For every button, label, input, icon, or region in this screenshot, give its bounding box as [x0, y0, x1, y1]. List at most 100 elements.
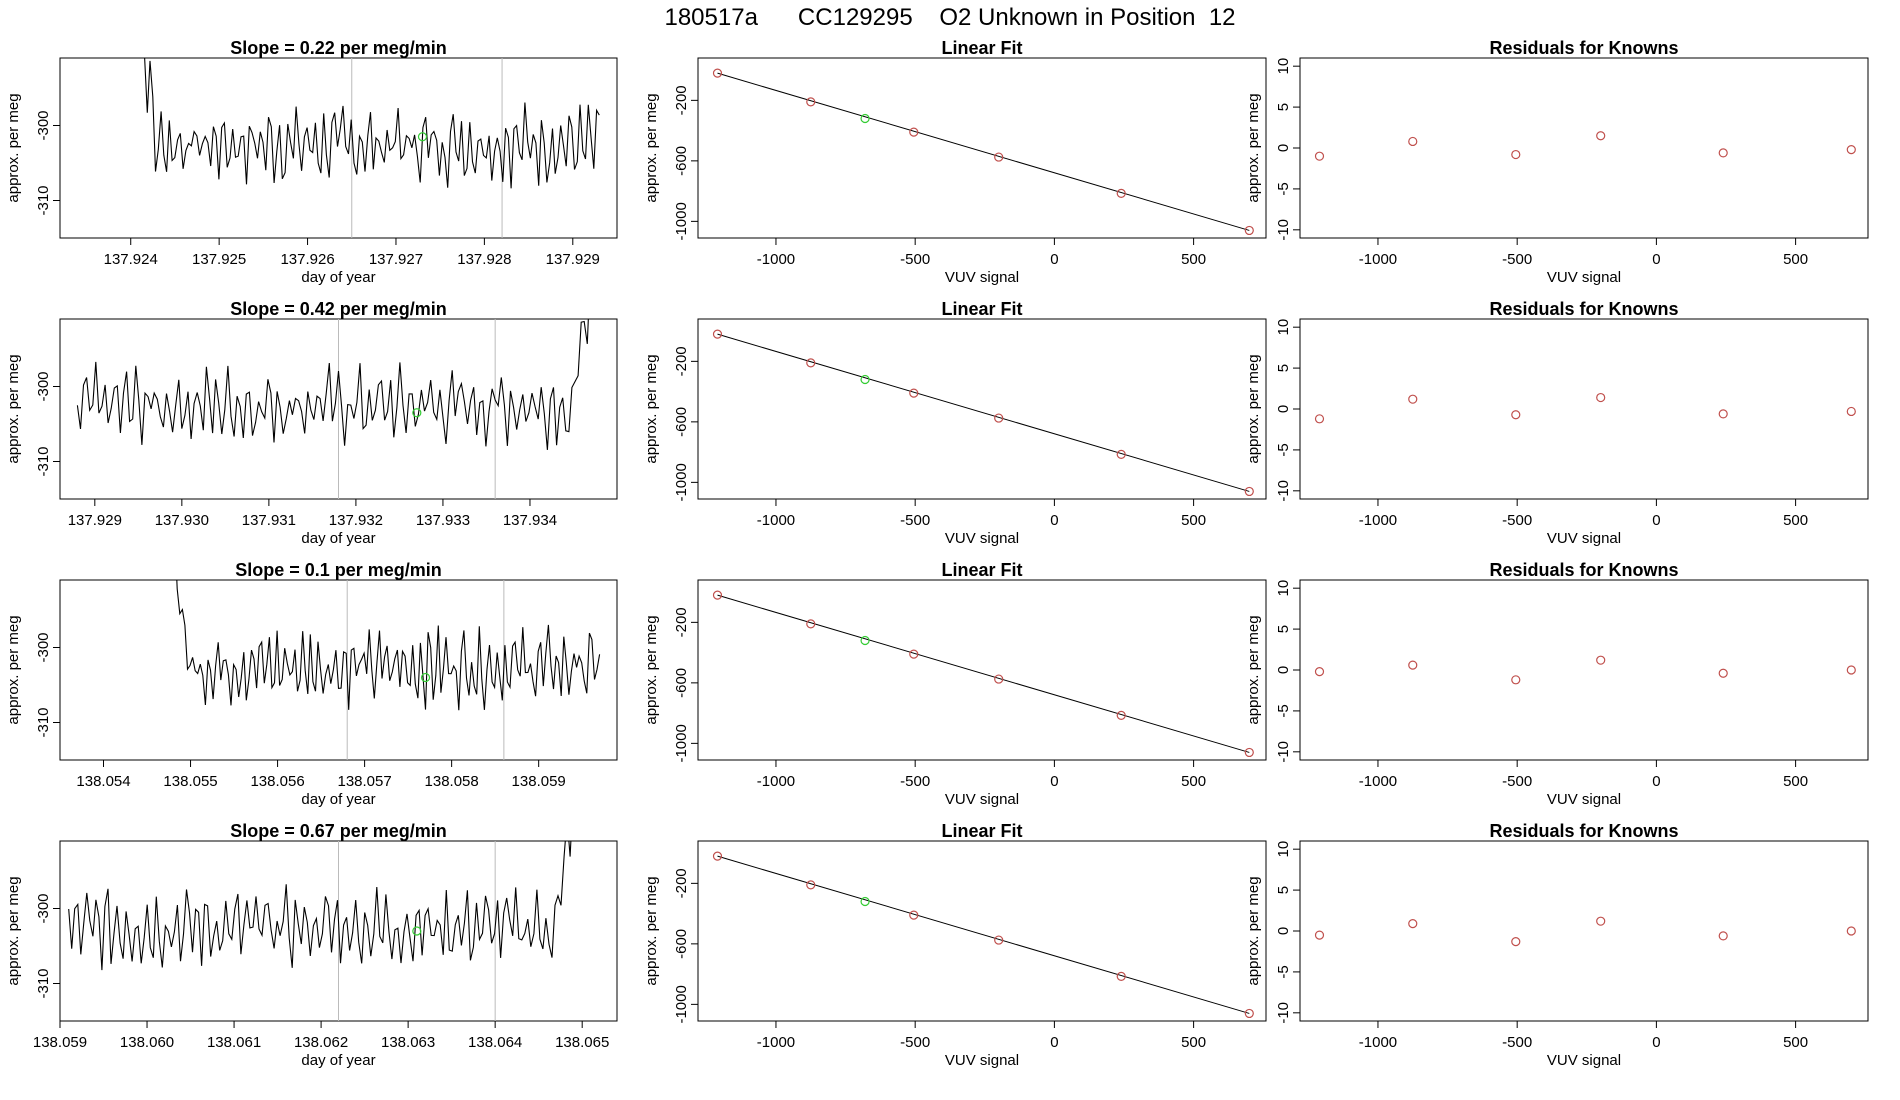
x-tick-label: 500: [1783, 773, 1808, 790]
known-point: [1244, 225, 1254, 236]
x-tick-label: 138.058: [425, 773, 479, 790]
x-tick-label: 138.062: [294, 1034, 348, 1051]
known-point: [1116, 449, 1126, 459]
residual-point: [1511, 675, 1521, 685]
fit-line: [717, 72, 1250, 231]
y-axis-label: approx. per meg: [5, 354, 22, 463]
x-axis-label: VUV signal: [945, 530, 1019, 547]
x-tick-label: -500: [900, 1034, 930, 1051]
x-tick-label: -500: [900, 512, 930, 529]
x-tick-label: 0: [1652, 1034, 1660, 1051]
known-point: [806, 358, 816, 368]
y-tick-label: -10: [1275, 1002, 1292, 1024]
x-tick-label: 138.056: [250, 773, 304, 790]
x-tick-label: -1000: [757, 1034, 795, 1051]
known-point: [806, 619, 816, 629]
panel-title: Slope = 0.42 per meg/min: [230, 299, 447, 319]
plot-area: [1314, 392, 1856, 424]
y-tick-label: -200: [673, 346, 690, 376]
known-point: [806, 880, 816, 890]
y-tick-label: -310: [35, 707, 52, 737]
y-tick-label: -5: [1275, 443, 1292, 456]
x-tick-label: 137.927: [369, 251, 423, 268]
plot-frame: [697, 318, 1267, 500]
fit-line: [717, 855, 1250, 1014]
unknown-point: [860, 113, 870, 124]
known-point: [1116, 188, 1126, 198]
known-point: [806, 97, 816, 107]
plot-frame: [697, 579, 1267, 761]
panel-1-2: Linear Fit -1000 -500 0 500 -200 -600 -1000 VUV …: [643, 38, 1267, 286]
y-tick-label: 5: [1275, 625, 1292, 633]
y-tick-label: -1000: [673, 985, 690, 1023]
y-tick-label: -5: [1275, 704, 1292, 717]
panel-4-2: Linear Fit -1000 -500 0 500 -200 -600 -1000 VUV …: [643, 821, 1267, 1069]
residual-point: [1408, 136, 1418, 147]
x-tick-label: -1000: [1359, 1034, 1397, 1051]
y-axis-label: approx. per meg: [5, 93, 22, 202]
y-tick-label: 10: [1275, 841, 1292, 858]
residual-point: [1511, 410, 1521, 420]
panel-title: Linear Fit: [941, 560, 1022, 580]
x-tick-label: 137.934: [503, 512, 557, 529]
x-tick-label: 500: [1181, 251, 1206, 268]
plot-frame: [59, 57, 618, 239]
x-tick-label: 0: [1652, 251, 1660, 268]
y-tick-label: 5: [1275, 364, 1292, 372]
x-tick-label: 138.064: [468, 1034, 522, 1051]
panel-4-1: Slope = 0.67 per meg/min 138.059 138.060 13…: [5, 821, 618, 1069]
known-point: [909, 649, 919, 659]
x-axis-label: day of year: [301, 791, 375, 808]
residual-point: [1596, 655, 1606, 665]
y-tick-label: 5: [1275, 886, 1292, 894]
y-axis-label: approx. per meg: [1245, 876, 1262, 985]
x-tick-label: 137.933: [416, 512, 470, 529]
plot-area: [712, 590, 1254, 758]
x-tick-label: 138.055: [163, 773, 217, 790]
x-tick-label: 0: [1652, 773, 1660, 790]
x-tick-label: 137.932: [329, 512, 383, 529]
y-tick-label: -310: [35, 968, 52, 998]
plot-frame: [1299, 318, 1869, 500]
x-tick-label: 137.925: [192, 251, 246, 268]
x-axis-label: day of year: [301, 1052, 375, 1069]
y-tick-label: -200: [673, 85, 690, 115]
residual-point: [1596, 916, 1606, 926]
panel-3-1: Slope = 0.1 per meg/min 138.054 138.055 138…: [5, 560, 618, 808]
plot-frame: [1299, 57, 1869, 239]
plot-frame: [59, 579, 618, 761]
y-axis-label: approx. per meg: [643, 354, 660, 463]
x-axis-label: VUV signal: [1547, 1052, 1621, 1069]
y-tick-label: -600: [673, 146, 690, 176]
x-tick-label: 138.061: [207, 1034, 261, 1051]
panel-title: Linear Fit: [941, 299, 1022, 319]
residual-point: [1846, 926, 1856, 936]
panel-title: Slope = 0.22 per meg/min: [230, 38, 447, 58]
x-tick-label: 0: [1050, 1034, 1058, 1051]
x-tick-label: 137.929: [68, 512, 122, 529]
panel-title: Slope = 0.1 per meg/min: [235, 560, 442, 580]
y-tick-label: -1000: [673, 463, 690, 501]
x-tick-label: 0: [1050, 251, 1058, 268]
x-tick-label: -1000: [757, 251, 795, 268]
fit-line: [717, 594, 1250, 753]
plot-frame: [1299, 840, 1869, 1022]
x-tick-label: -500: [1502, 251, 1532, 268]
y-axis-label: approx. per meg: [5, 615, 22, 724]
known-point: [712, 329, 723, 339]
panel-2-2: Linear Fit -1000 -500 0 500 -200 -600 -1000 VUV …: [643, 299, 1267, 547]
known-point: [1244, 486, 1254, 497]
x-tick-label: 500: [1783, 512, 1808, 529]
x-tick-label: 500: [1783, 1034, 1808, 1051]
x-tick-label: 138.057: [337, 773, 391, 790]
plot-area: [144, 58, 600, 238]
residual-point: [1511, 937, 1521, 947]
y-tick-label: -310: [35, 446, 52, 476]
y-tick-label: 0: [1275, 927, 1292, 935]
x-axis-label: VUV signal: [1547, 269, 1621, 286]
x-tick-label: 138.063: [381, 1034, 435, 1051]
residual-point: [1314, 151, 1325, 161]
y-tick-label: 0: [1275, 666, 1292, 674]
known-point: [712, 68, 723, 78]
y-axis-label: approx. per meg: [5, 876, 22, 985]
